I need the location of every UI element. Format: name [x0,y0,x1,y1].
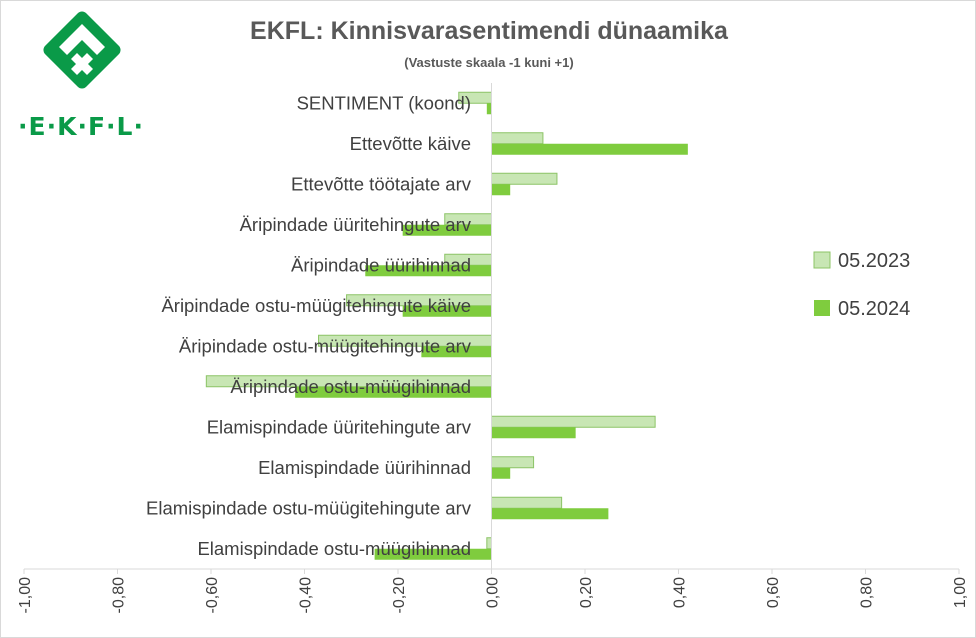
chart-title: EKFL: Kinnisvarasentimendi dünaamika [250,17,729,45]
bar-series-2-8 [491,427,576,439]
bar-series-2-11 [374,548,492,560]
bar-series-2-4 [365,265,492,277]
category-label: Ettevõtte käive [350,133,471,154]
x-tick-label: 0,00 [485,577,502,608]
x-tick-label: 1,00 [952,577,969,608]
x-tick-label: -0,60 [204,577,221,614]
x-tick-label: 0,60 [765,577,782,608]
legend: 05.2023 05.2024 [813,250,910,320]
category-label: Äripindade üüritehingute arv [240,214,472,235]
legend-swatch [814,300,830,316]
bar-series-2-1 [491,143,688,155]
category-label: Elamispindade üürihinnad [258,457,471,478]
logo-diamond [43,11,121,89]
bar-series-2-3 [402,224,492,236]
category-label: Elamispindade ostu-müügitehingute arv [146,497,472,518]
category-label: Äripindade ostu-müügihinnad [230,376,471,397]
bar-series-1-9 [491,456,535,469]
logo-right-shape [71,53,93,75]
category-label: Äripindade ostu-müügitehingute käive [161,295,471,316]
legend-label: 05.2023 [838,250,910,272]
x-tick-label: 0,40 [672,577,689,608]
bar-series-2-7 [295,386,492,398]
bar-series-1-2 [491,172,558,185]
category-label: SENTIMENT (koond) [297,92,471,113]
x-tick-label: 0,80 [859,577,876,608]
bar-series-2-5 [402,305,492,317]
bar-series-2-2 [491,184,511,196]
bar-series-1-8 [491,415,656,428]
bar-series-2-6 [421,346,492,358]
bar-series-1-1 [491,132,544,145]
logo-roof-shape [59,24,105,55]
category-label: Elamispindade ostu-müügihinnad [197,538,471,559]
bar-series-group [205,91,688,560]
bar-series-1-10 [491,496,563,509]
x-tick-label: -0,20 [391,577,408,614]
x-tick-label: -1,00 [17,577,34,614]
x-axis: -1,00 -0,80 -0,60 -0,40 -0,20 0,00 0,20 0,40 0,6… [17,83,969,613]
ekfl-logo-text: ·E·K·F·L· [18,112,144,141]
chart-subtitle: (Vastuste skaala -1 kuni +1) [404,55,573,70]
category-label: Äripindade ostu-müügitehingute arv [179,335,472,356]
legend-swatch [813,251,831,269]
category-labels: SENTIMENT (koond) Ettevõtte käive Ettevõtt… [146,92,472,559]
bar-series-2-10 [491,508,609,520]
ekfl-logo-mark [43,11,121,89]
legend-label: 05.2024 [838,298,910,320]
bar-series-1-11 [486,537,493,550]
x-tick-label: -0,80 [111,577,128,614]
bar-series-2-0 [486,103,492,115]
bar-series-2-9 [491,467,511,479]
category-label: Ettevõtte töötajate arv [291,173,472,194]
category-label: Elamispindade üüritehingute arv [207,416,472,437]
ekfl-logo: ·E·K·F·L· [18,11,144,141]
x-tick-label: 0,20 [578,577,595,608]
x-tick-label: -0,40 [298,577,315,614]
category-label: Äripindade üürihinnad [291,254,471,275]
